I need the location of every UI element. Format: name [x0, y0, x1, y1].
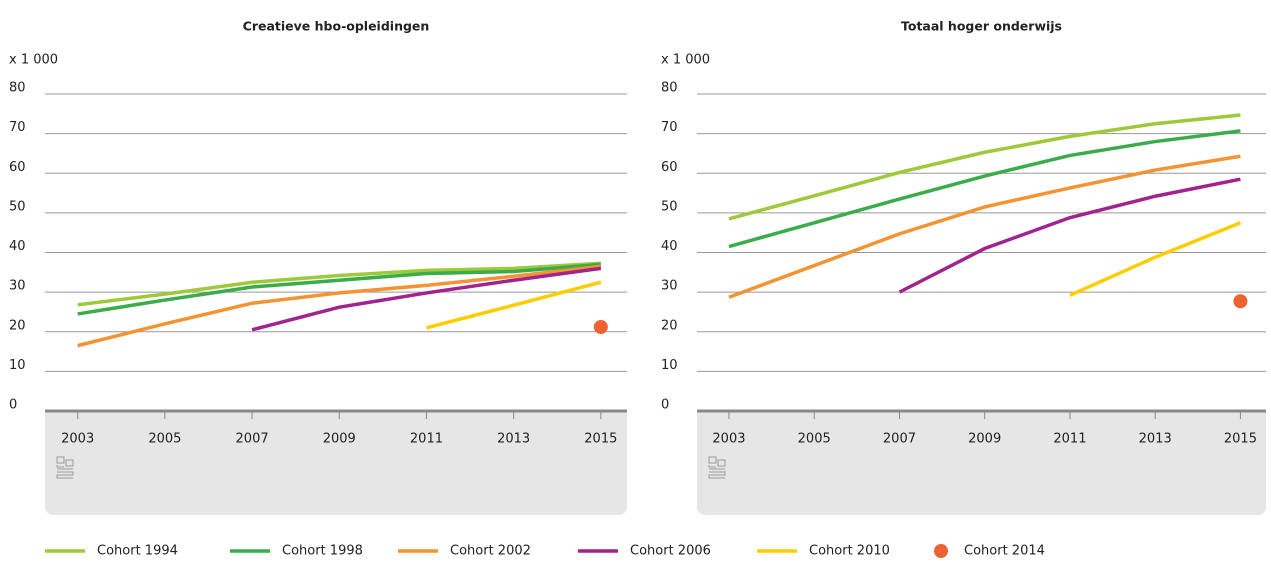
y-tick-label: 50 — [661, 199, 678, 214]
x-tick-label: 2009 — [323, 432, 356, 447]
legend-label: Cohort 2006 — [630, 544, 711, 559]
line — [728, 113, 1241, 221]
x-tick-label: 2013 — [497, 432, 530, 447]
x-tick-label: 2005 — [798, 432, 831, 447]
x-tick-label: 2003 — [61, 432, 94, 447]
x-tick-label: 2013 — [1139, 432, 1172, 447]
y-tick-label: 10 — [9, 358, 26, 373]
logo — [708, 456, 726, 479]
footer-box — [45, 411, 627, 515]
legend-label: Cohort 1994 — [97, 544, 178, 559]
y-tick-label: 20 — [661, 318, 678, 333]
x-tick-label: 2015 — [584, 432, 617, 447]
x-tick-label: 2011 — [1053, 432, 1086, 447]
logo-shape — [708, 456, 726, 479]
legend-label: Cohort 2002 — [450, 544, 531, 559]
logo — [56, 456, 74, 479]
x-tick-label: 2007 — [883, 432, 916, 447]
y-tick-label: 60 — [9, 160, 26, 175]
chart-title: Totaal hoger onderwijs — [901, 19, 1062, 34]
footer-box — [697, 411, 1266, 515]
x-tick-label: 2007 — [236, 432, 269, 447]
y-tick-label: 10 — [661, 358, 678, 373]
y-tick-label: 70 — [661, 120, 678, 135]
y-tick-label: 80 — [9, 81, 26, 96]
legend-label: Cohort 2014 — [964, 544, 1045, 559]
y-tick-label: 70 — [9, 120, 26, 135]
y-tick-label: 50 — [9, 199, 26, 214]
line — [77, 262, 601, 316]
y-tick-label: 0 — [9, 398, 17, 413]
y-tick-label: 40 — [9, 239, 26, 254]
line — [728, 154, 1241, 299]
legend-swatch — [934, 544, 948, 558]
y-tick-label: 0 — [661, 398, 669, 413]
line — [426, 280, 602, 330]
line — [728, 129, 1241, 249]
y-tick-label: 30 — [9, 279, 26, 294]
line — [77, 261, 601, 307]
legend-label: Cohort 2010 — [809, 544, 890, 559]
x-tick-label: 2015 — [1224, 432, 1257, 447]
y-axis-label: x 1 000 — [9, 53, 58, 68]
x-tick-label: 2005 — [148, 432, 181, 447]
chart-title: Creatieve hbo-opleidingen — [243, 19, 430, 34]
y-tick-label: 40 — [661, 239, 678, 254]
legend-label: Cohort 1998 — [282, 544, 363, 559]
y-tick-label: 30 — [661, 279, 678, 294]
y-tick-label: 80 — [661, 81, 678, 96]
marker — [1233, 294, 1248, 309]
x-tick-label: 2011 — [410, 432, 443, 447]
line — [1069, 221, 1242, 297]
y-axis-label: x 1 000 — [661, 53, 710, 68]
y-tick-label: 60 — [661, 160, 678, 175]
line — [77, 264, 602, 348]
marker — [593, 319, 608, 334]
line — [251, 266, 602, 332]
line — [898, 177, 1241, 294]
x-tick-label: 2009 — [968, 432, 1001, 447]
x-tick-label: 2003 — [712, 432, 745, 447]
logo-shape — [56, 456, 74, 479]
y-tick-label: 20 — [9, 318, 26, 333]
